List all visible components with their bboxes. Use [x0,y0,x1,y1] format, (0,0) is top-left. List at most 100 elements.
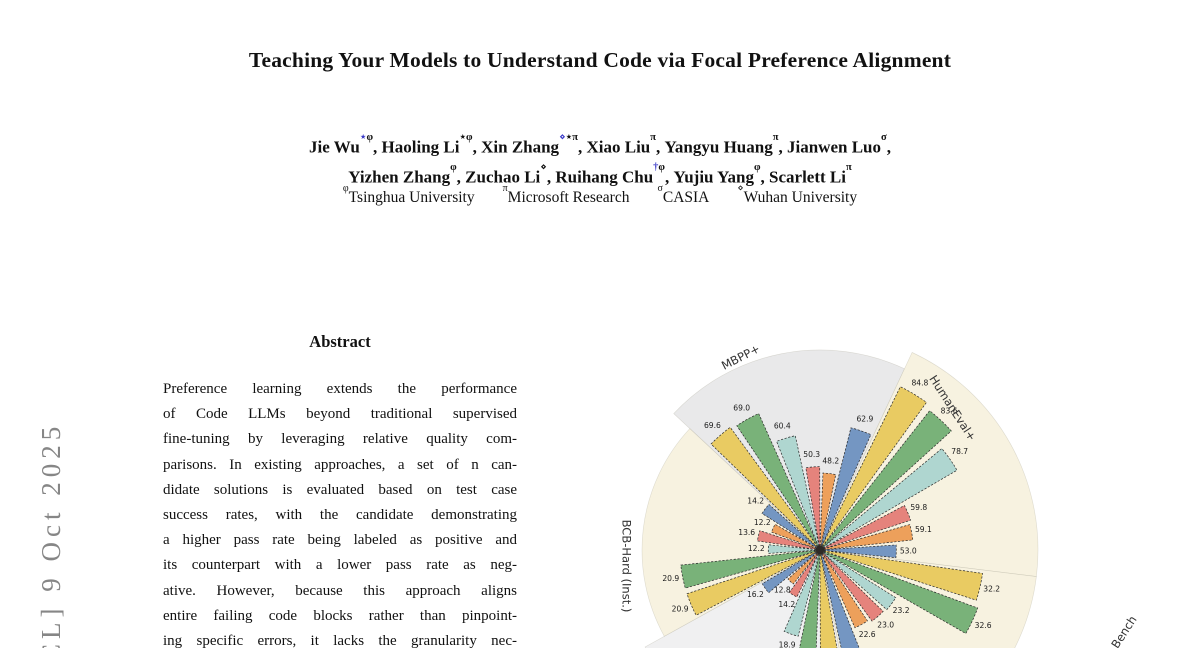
bar-value-label: 84.8 [911,379,928,388]
abstract-line: didate solutions is evaluated based on t… [163,481,517,498]
bar-value-label: 20.9 [672,604,689,613]
author-name: Xiao Liu [586,137,651,157]
chart-bar [680,549,821,589]
abstract-line: its counterpart with a lower pass rate a… [163,557,517,574]
arxiv-sidebar-text: CL] 9 Oct 2025 [36,421,66,648]
author-affiliation-mark: π [845,161,852,173]
bar-value-label: 14.2 [747,497,764,506]
author-name: Zuchao Li [465,167,541,187]
benchmark-rose-chart: 69.6 69.0 60.4 50.3 48.2 62.9 84.8 83.6 78.7 59.8… [600,336,1200,648]
chart-bar [819,427,872,551]
bar-value-label: 59.1 [915,525,932,534]
affiliation-name: Tsinghua University [348,189,475,207]
author-name: Jianwen Luo [786,137,881,157]
author-line-1: Jie Wu⋆φ, Haoling Li⋆φ, Xin Zhang⋄⋆π, Xi… [309,132,891,157]
bar-value-label: 53.0 [900,547,917,556]
author-affiliation-mark: ⋆ [459,132,467,143]
author-affiliation-mark: ⋆ [565,132,573,143]
bar-value-label: 69.0 [733,404,750,413]
bar-value-label: 14.2 [778,600,795,609]
affiliation-mark: φ [342,183,349,194]
chart-bar [819,549,897,611]
author-affiliation-mark: ⋄ [559,132,566,143]
bar-value-label: 13.6 [738,528,755,537]
author-line-2: Yizhen Zhangφ, Zuchao Li⋄, Ruihang Chu†φ… [348,161,852,187]
author-affiliation-mark: φ [366,132,374,143]
bar-value-label: 62.9 [856,415,873,424]
bar-value-label: 23.2 [893,606,910,615]
chart-bar [819,410,952,551]
author-affiliation-mark: φ [658,161,665,173]
chart-bar [819,524,914,551]
abstract-line: success rates, with the candidate demons… [163,506,517,523]
bar-value-label: 16.2 [747,590,764,599]
author-name: Yizhen Zhang [348,167,451,187]
abstract-line: ative. However, because this approach al… [163,582,517,599]
paper-title: Teaching Your Models to Understand Code … [248,48,952,72]
sector-label-bcb-hard-inst-: BCB-Hard (Inst.) [618,519,633,613]
author-affiliation-mark: φ [466,132,473,143]
author-name: Yujiu Yang [673,167,754,187]
bar-value-label: 78.7 [951,447,968,456]
chart-bar [819,549,860,648]
author-affiliation-mark: ⋄ [540,161,547,173]
author-affiliation-mark: π [650,132,657,143]
chart-bar [757,530,821,551]
author-name: Scarlett Li [769,167,846,187]
author-list: Jie Wu⋆φ, Haoling Li⋆φ, Xin Zhang⋄⋆π, Xi… [25,131,1175,190]
bar-value-label: 12.8 [774,585,791,594]
chart-bar [710,426,821,551]
chart-bar [819,549,983,601]
bar-value-label: 59.8 [910,503,927,512]
chart-bar [767,544,821,554]
chart-bar [771,523,821,551]
author-affiliation-mark: π [772,132,779,143]
bar-value-label: 69.6 [704,421,721,430]
bar-value-label: 50.3 [803,450,820,459]
chart-bar [805,466,821,551]
bar-value-label: 83.6 [941,407,958,416]
chart-bar [736,413,821,551]
chart-bar [819,544,897,559]
bar-value-label: 32.6 [975,621,992,630]
author-name: Jie Wu [309,137,360,157]
bar-value-label: 23.0 [877,621,894,630]
chart-center-dot [815,545,825,555]
abstract-line: fine-tuning by leveraging relative quali… [163,431,517,448]
rose-chart-svg: 69.6 69.0 60.4 50.348.2 62.9 84.8 83.6 78.7 59.8… [641,349,1039,648]
bar-value-label: 22.6 [859,630,876,639]
bar-value-label: 20.9 [662,574,679,583]
chart-bar [776,435,821,551]
chart-bar [761,549,821,594]
bar-value-label: 18.9 [779,640,796,648]
abstract-line: entire failing code blocks rather than p… [163,607,517,624]
bar-value-label: 60.4 [774,422,791,431]
bar-value-label: 12.2 [754,518,771,527]
author-affiliation-mark: σ [880,132,887,143]
author-name: Ruihang Chu [555,167,654,187]
chart-bar [819,386,927,551]
bar-value-label: 48.2 [822,457,839,466]
abstract-line: of Code LLMs beyond traditional supervis… [163,406,517,423]
affiliations: φTsinghua University πMicrosoft Research σ… [25,183,1175,207]
chart-bar [783,549,821,637]
bar-value-label: 12.2 [748,544,765,553]
chart-bar [819,549,884,622]
author-affiliation-mark: π [572,132,578,143]
abstract-line: parisons. In existing approaches, a set … [163,456,517,473]
abstract-line: ing specific errors, it lacks the granul… [163,632,517,648]
author-name: Yangyu Huang [664,137,773,157]
affiliation-name: Wuhan University [743,189,858,207]
affiliation-mark: π [502,183,508,194]
abstract-line: Preference learning extends the performa… [163,381,517,397]
chart-bar [761,503,821,551]
author-affiliation-mark: φ [450,161,457,173]
chart-bar [819,448,958,551]
chart-bar [686,549,821,616]
affiliation-mark: σ [657,183,663,194]
author-affiliation-mark: ⋆ [359,132,367,143]
chart-bar [819,549,979,634]
affiliation-mark: ⋄ [737,183,744,194]
abstract-heading: Abstract [309,332,371,351]
